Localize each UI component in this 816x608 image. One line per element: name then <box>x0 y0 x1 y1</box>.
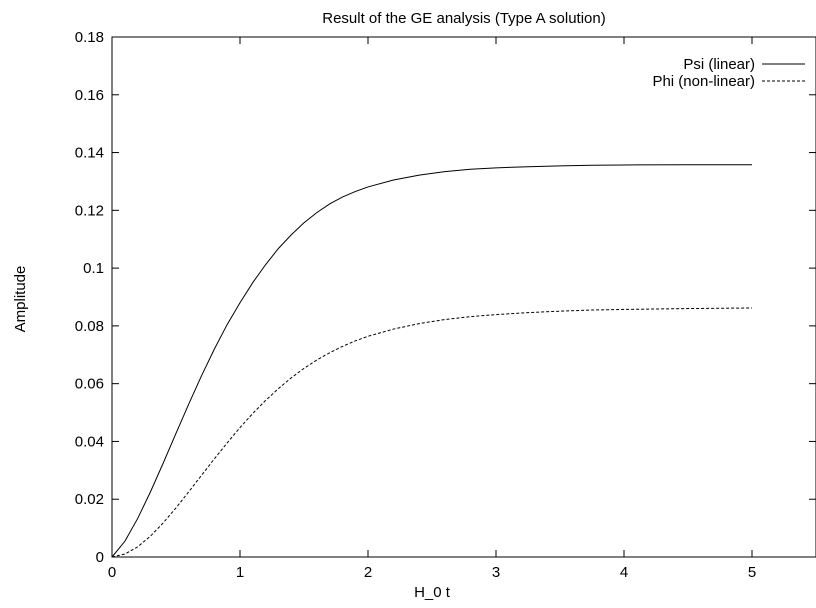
y-tick-label: 0.06 <box>75 376 104 393</box>
series-line-2 <box>111 307 753 558</box>
y-tick-label: 0.16 <box>75 87 104 104</box>
x-tick-label: 1 <box>236 564 244 581</box>
x-tick-label: 4 <box>620 564 628 581</box>
y-tick-label: 0.18 <box>75 29 104 46</box>
legend: Psi (linear)Phi (non-linear) <box>652 56 805 90</box>
x-tick-label: 0 <box>108 564 116 581</box>
legend-label: Phi (non-linear) <box>652 73 755 90</box>
series-line-1 <box>111 164 752 558</box>
y-axis-label: Amplitude <box>12 266 29 333</box>
y-tick-label: 0 <box>96 549 104 566</box>
y-tick-label: 0.1 <box>83 260 104 277</box>
legend-label: Psi (linear) <box>683 56 755 73</box>
y-tick-label: 0.08 <box>75 318 104 335</box>
x-tick-label: 5 <box>748 564 756 581</box>
y-tick-label: 0.04 <box>75 433 104 450</box>
chart-title: Result of the GE analysis (Type A soluti… <box>322 10 605 27</box>
x-tick-label: 3 <box>492 564 500 581</box>
x-axis-label: H_0 t <box>414 584 451 601</box>
y-tick-label: 0.12 <box>75 202 104 219</box>
axis-ticks: 0 0.02 0.04 0.06 0.08 0.1 0.12 0.14 0.16 0.18 0 1 2 3… <box>75 29 816 581</box>
series-layer <box>111 164 753 558</box>
y-tick-label: 0.14 <box>75 145 104 162</box>
y-tick-label: 0.02 <box>75 491 104 508</box>
x-tick-label: 2 <box>364 564 372 581</box>
plot-area-border <box>111 36 816 558</box>
